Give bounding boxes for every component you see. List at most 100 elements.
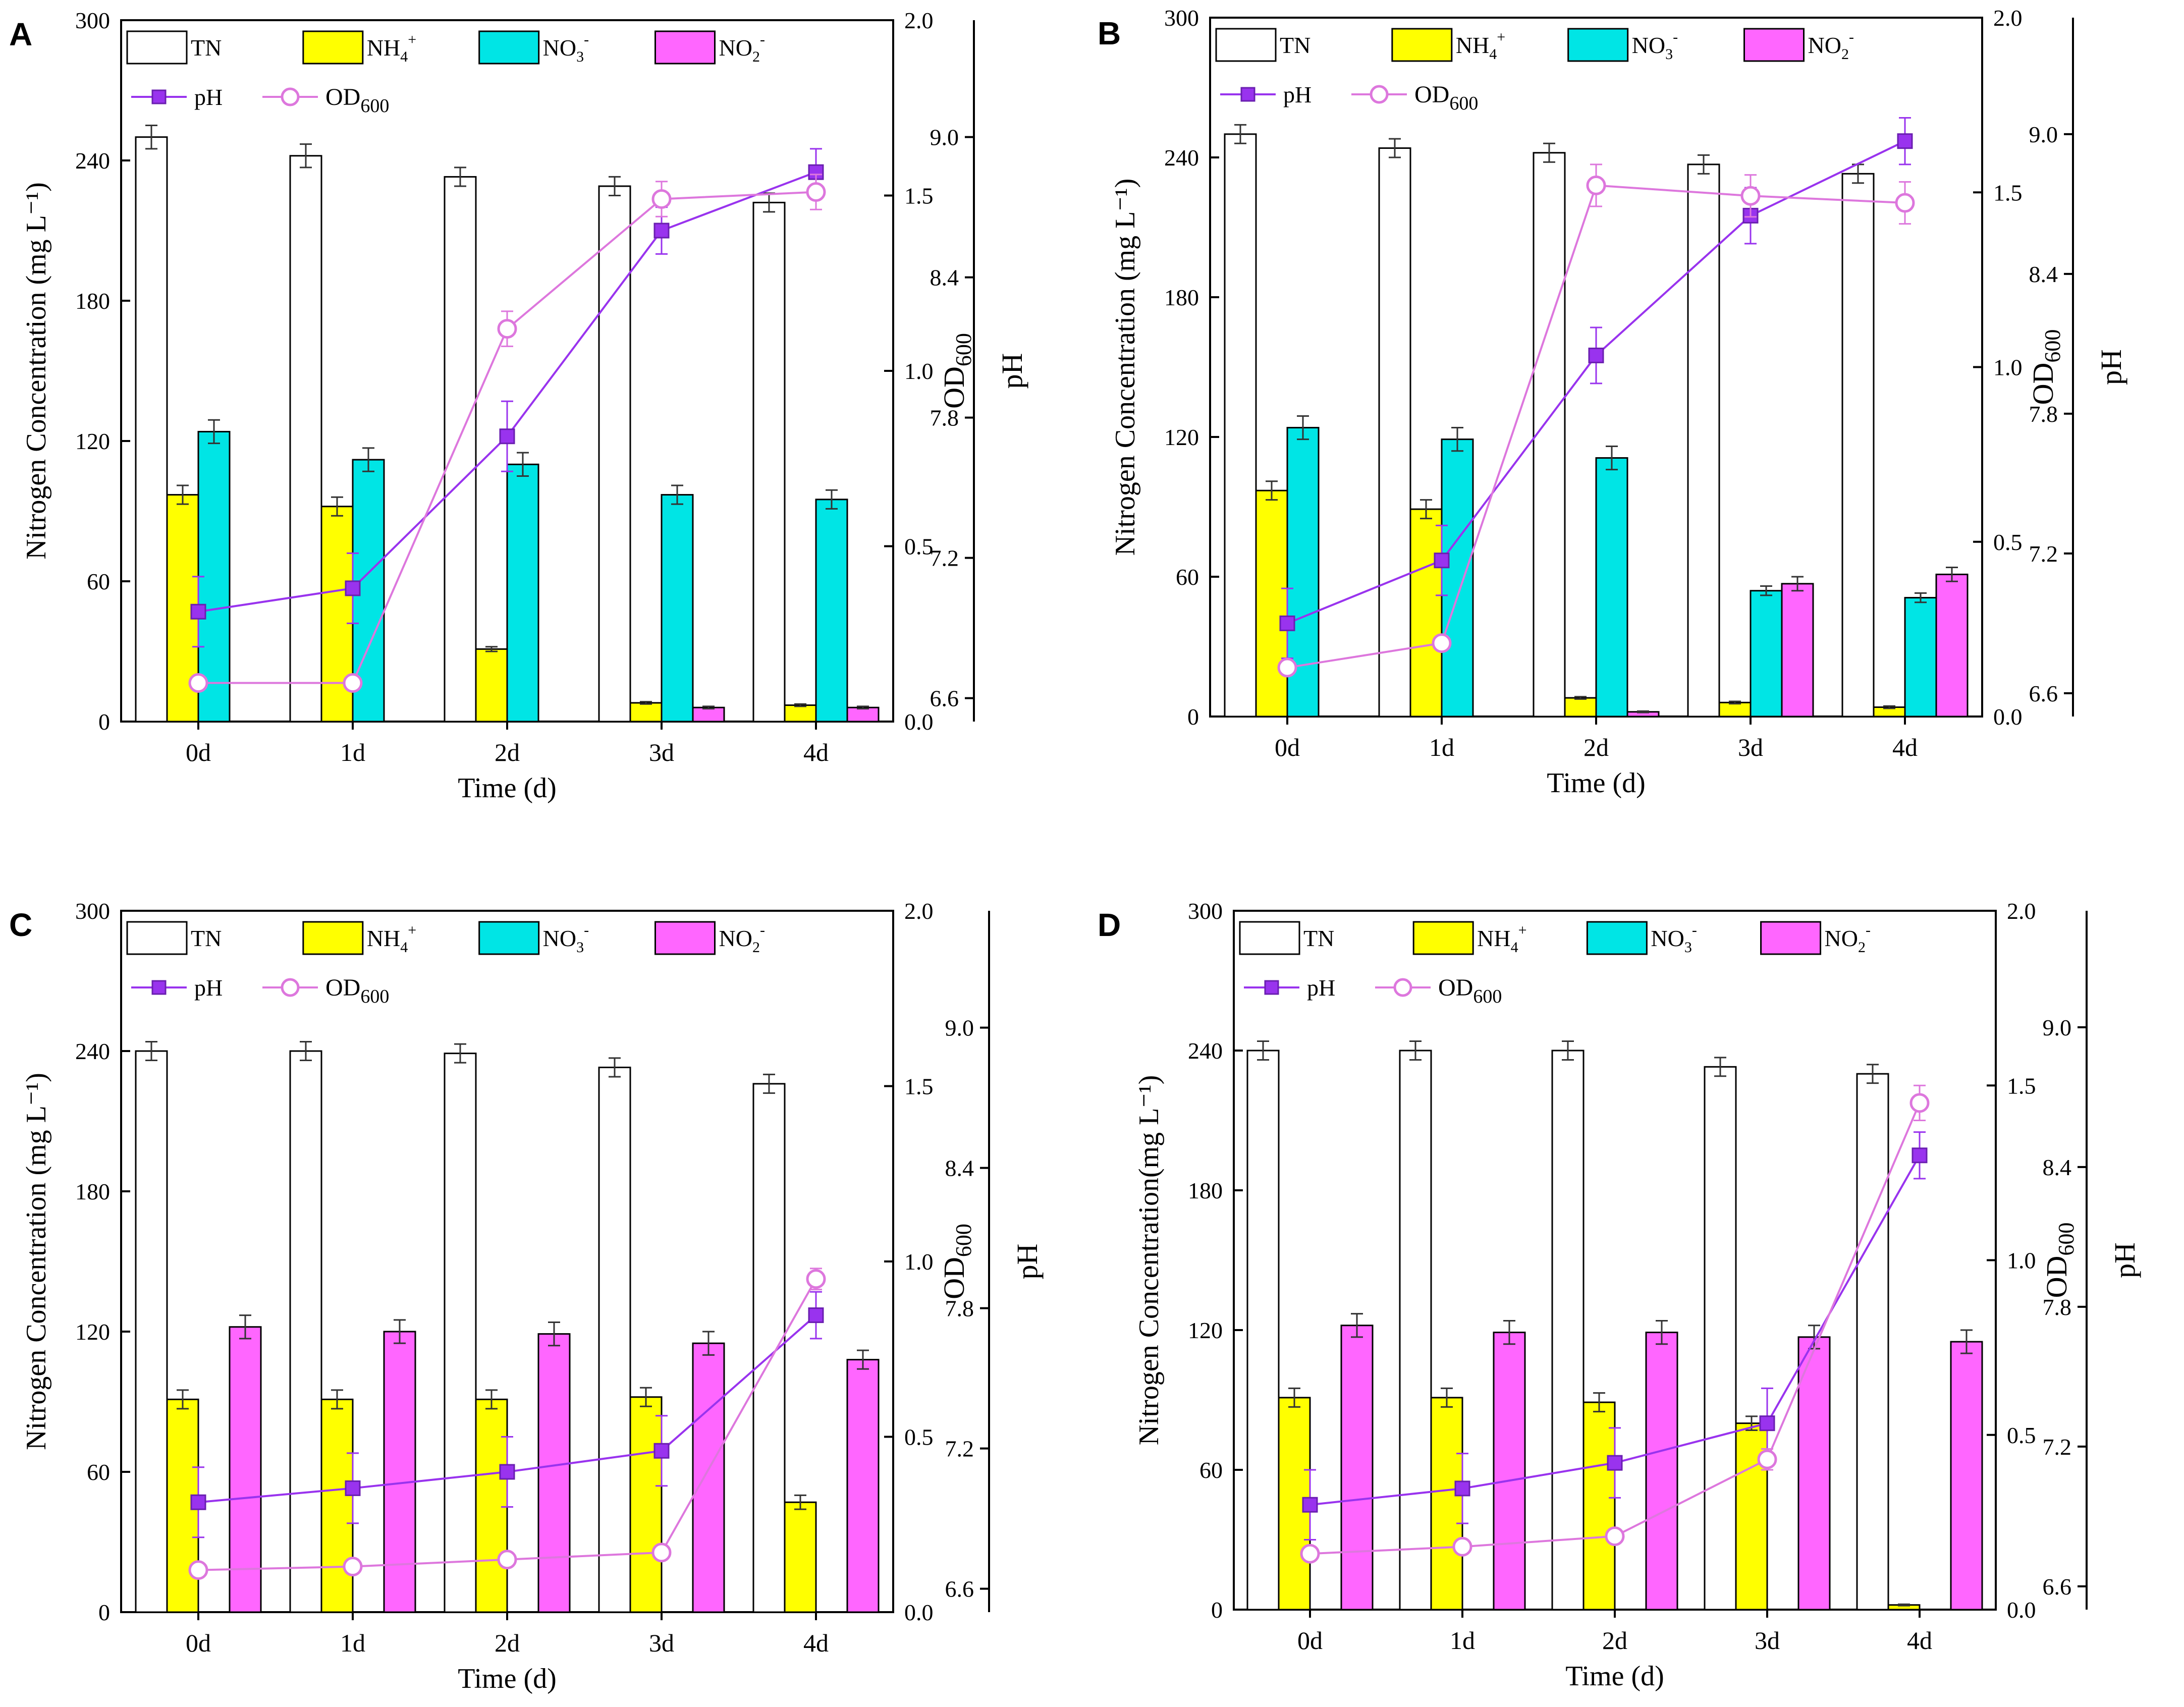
- panel-d: D 0d 1d 2d 3d 4d 0 60 120 180 240 300 0.0 0.5 1.0 1.5 2.…: [1098, 898, 2141, 1692]
- ph-point: [653, 223, 670, 239]
- no2-bar: [846, 1359, 880, 1613]
- nh4-bar: [629, 702, 663, 723]
- tn-bar: [135, 1050, 168, 1613]
- legend-swatch-tn: [1239, 921, 1300, 955]
- no2-bar: [1950, 1341, 1983, 1611]
- od-axis-title: OD600: [938, 1224, 976, 1299]
- legend-label-main: OD: [1438, 974, 1473, 1001]
- ph-point: [1897, 133, 1913, 149]
- ph-tick-label: 6.6: [930, 686, 959, 711]
- y-tick-label: 300: [1188, 898, 1223, 924]
- legend-label-no3: NO3-: [1651, 922, 1697, 956]
- nh4-bar: [475, 648, 508, 723]
- legend-label-sub: 3: [1665, 46, 1673, 63]
- legend-label-od600: OD600: [325, 974, 389, 1007]
- ph-tick-label: 7.2: [2029, 541, 2058, 567]
- ph-axis-title: pH: [2108, 1242, 2141, 1278]
- legend-label-sub: 2: [1858, 939, 1866, 956]
- legend-label-sup: -: [1692, 922, 1697, 939]
- legend-label-tn: TN: [191, 925, 222, 951]
- legend-swatch-tn: [126, 921, 188, 955]
- legend-marker-od600: [1370, 85, 1389, 104]
- x-tick-label: 0d: [1275, 733, 1300, 761]
- ph-point: [808, 1307, 824, 1324]
- ph-axis-title: pH: [996, 353, 1028, 389]
- legend-label-sup: -: [1866, 922, 1871, 939]
- nh4-bar: [1582, 1401, 1616, 1611]
- od-tick-label: 0.5: [1993, 529, 2023, 555]
- legend-marker-ph: [151, 89, 167, 104]
- od-axis-title-main: OD: [938, 366, 970, 409]
- legend-label-no3: NO3-: [1632, 29, 1678, 63]
- no2-bar: [692, 1342, 725, 1613]
- no2-bar: [537, 1333, 571, 1613]
- od-tick-label: 2.0: [2007, 898, 2036, 924]
- od600-point: [1452, 1536, 1472, 1557]
- legend-label-sup: -: [1849, 29, 1854, 45]
- legend-label-od600: OD600: [1414, 81, 1478, 114]
- ph-tick-label: 7.2: [945, 1436, 974, 1462]
- x-tick-label: 2d: [495, 738, 520, 766]
- od-tick-label: 1.0: [904, 1249, 934, 1275]
- legend-marker-od600: [281, 978, 300, 997]
- legend-label-main: NO: [1808, 32, 1841, 58]
- legend-label-main: OD: [325, 974, 360, 1001]
- legend-marker-ph: [151, 980, 167, 995]
- tn-bar: [289, 1050, 322, 1613]
- y-tick-label: 120: [75, 428, 110, 454]
- ph-point: [653, 1443, 670, 1459]
- x-axis-title: Time (d): [458, 773, 557, 804]
- od-tick-label: 1.0: [904, 358, 934, 384]
- ph-tick-label: 8.4: [930, 265, 959, 291]
- no3-bar: [1904, 597, 1937, 718]
- legend-label-nh4: NH4+: [1477, 922, 1526, 956]
- legend-label-main: TN: [191, 925, 222, 951]
- ph-tick-label: 8.4: [2043, 1154, 2072, 1180]
- y-tick-label: 180: [1188, 1178, 1223, 1203]
- ph-point: [1912, 1147, 1928, 1164]
- ph-tick-label: 7.8: [945, 1296, 974, 1321]
- legend-label-nh4: NH4+: [1456, 29, 1505, 63]
- nh4-bar: [320, 506, 354, 723]
- x-axis-title: Time (d): [1565, 1661, 1664, 1692]
- no2-bar: [1340, 1325, 1374, 1611]
- od-tick-label: 0.0: [904, 1600, 934, 1625]
- od-tick-label: 0.5: [2007, 1422, 2036, 1448]
- x-tick-label: 0d: [1297, 1626, 1323, 1655]
- panel-c: C 0d 1d 2d 3d 4d 0 60 120 180 240 300 0.0 0.5 1.0 1.5 2.…: [9, 898, 1044, 1694]
- od-tick-label: 1.5: [2007, 1073, 2036, 1098]
- od-tick-label: 1.0: [2007, 1248, 2036, 1274]
- legend-label-sup: +: [408, 31, 416, 48]
- y-tick-label: 180: [75, 288, 110, 314]
- panel-a: A 0d 1d 2d 3d 4d 0 60 120 180 240 300 0.0 0.5 1.0 1.5 2.…: [9, 8, 1028, 804]
- od-axis-title-main: OD: [2040, 1256, 2073, 1298]
- ph-tick-label: 8.4: [945, 1155, 974, 1181]
- x-tick-label: 1d: [340, 1629, 365, 1657]
- ph-tick-label: 7.8: [2029, 401, 2058, 427]
- panel-letter: B: [1098, 15, 1121, 51]
- y-tick-label: 120: [75, 1319, 110, 1345]
- legend-label-nh4: NH4+: [367, 922, 416, 956]
- legend-swatch-nh4: [1391, 28, 1453, 62]
- ph-point: [1434, 553, 1450, 569]
- legend-swatch-no2: [654, 30, 716, 65]
- legend-label-sub: 4: [400, 939, 408, 956]
- x-tick-label: 1d: [1429, 733, 1454, 761]
- legend-label-no3: NO3-: [543, 31, 589, 65]
- no2-bar: [383, 1331, 416, 1613]
- tn-bar: [289, 155, 322, 723]
- od-tick-label: 0.5: [904, 1424, 934, 1450]
- legend-swatch-nh4: [302, 30, 364, 65]
- nh4-bar: [1255, 489, 1288, 718]
- od600-point: [188, 673, 208, 693]
- ph-tick-label: 9.0: [2043, 1015, 2072, 1040]
- x-axis-title: Time (d): [1547, 767, 1646, 799]
- tn-bar: [598, 185, 631, 723]
- no2-bar: [1935, 573, 1969, 718]
- legend-swatch-no2: [654, 921, 716, 955]
- y-tick-label: 0: [98, 709, 110, 735]
- tn-bar: [1551, 1050, 1585, 1611]
- panel-letter: C: [9, 907, 32, 943]
- x-tick-label: 4d: [1892, 733, 1918, 761]
- legend: TN NH4+ NO3- NO2-pH OD600: [1239, 921, 1871, 1007]
